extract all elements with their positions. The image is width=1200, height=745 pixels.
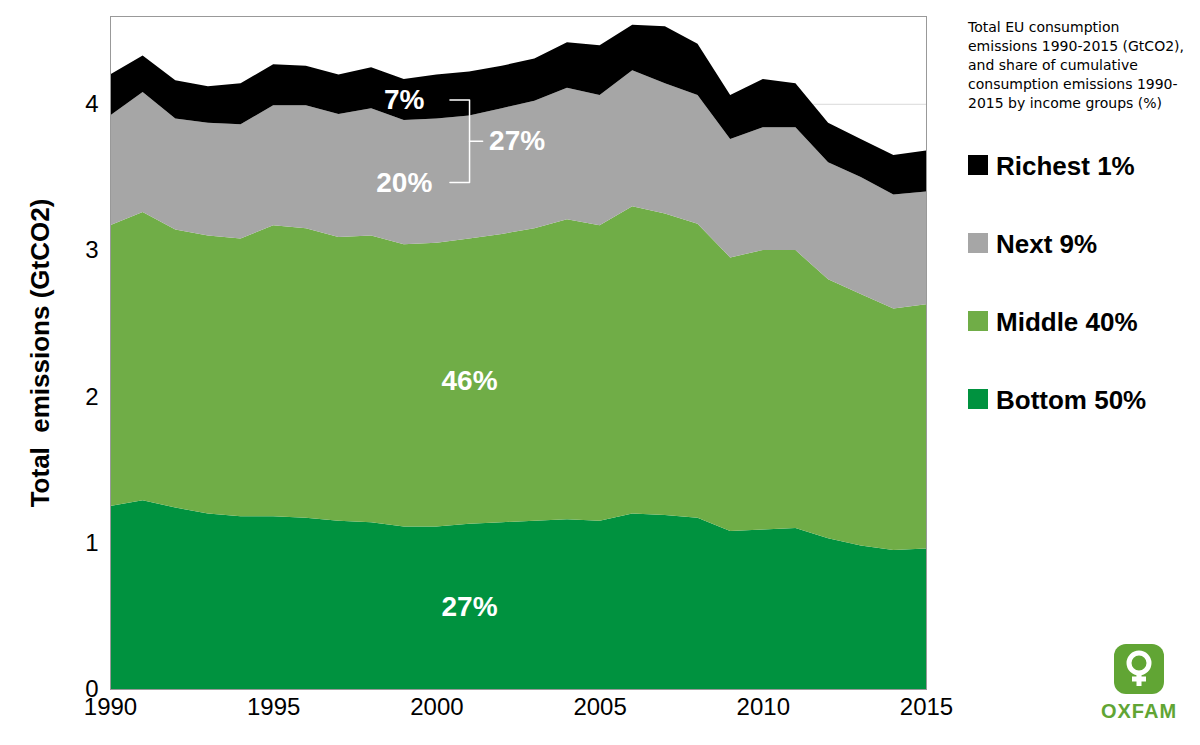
html-text:OXFAM: OXFAM (1100, 700, 1178, 722)
svg-text:3: 3 (85, 236, 98, 263)
svg-text:2015: 2015 (900, 693, 953, 720)
svg-text:1: 1 (85, 529, 98, 556)
html-text:Bottom 50%: Bottom 50% (996, 385, 1147, 415)
svg-text:20%: 20% (376, 167, 432, 198)
svg-text:2005: 2005 (573, 693, 626, 720)
svg-text:46%: 46% (442, 365, 498, 396)
svg-text:2000: 2000 (410, 693, 463, 720)
svg-text:4: 4 (85, 90, 98, 117)
svg-text:Total emissions (GtCO2): Total emissions (GtCO2) (25, 199, 55, 508)
svg-text:0: 0 (85, 675, 99, 703)
html-text:Middle 40%: Middle 40% (996, 307, 1138, 337)
svg-text:27%: 27% (489, 125, 545, 156)
html-text:Next 9%: Next 9% (996, 229, 1098, 259)
html-text:Total EU consumption emissions: Total EU consumption emissions 1990-2015… (968, 19, 1184, 111)
svg-text:7%: 7% (384, 84, 425, 115)
svg-text:27%: 27% (442, 591, 498, 622)
svg-text:1995: 1995 (247, 693, 300, 720)
svg-text:2010: 2010 (737, 693, 790, 720)
html-text:Richest 1%: Richest 1% (996, 151, 1135, 181)
svg-text:2: 2 (85, 383, 98, 410)
svg-text:1990: 1990 (84, 693, 137, 720)
